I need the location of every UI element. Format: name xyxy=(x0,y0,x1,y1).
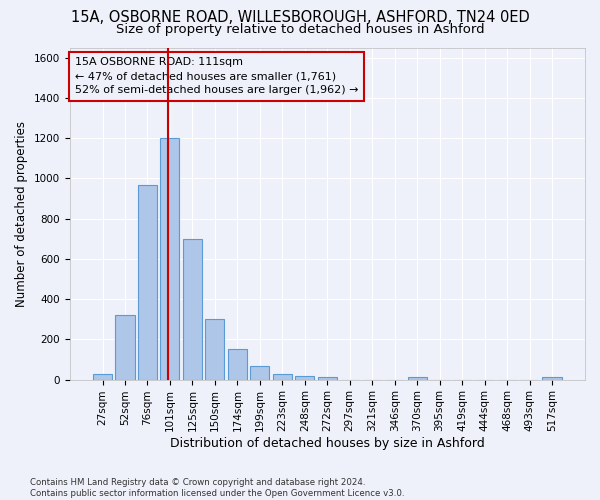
Bar xyxy=(138,186,157,380)
Bar xyxy=(183,238,202,380)
Bar xyxy=(115,315,134,380)
Bar xyxy=(295,376,314,380)
Bar xyxy=(205,319,224,380)
Bar xyxy=(160,138,179,380)
Text: Contains HM Land Registry data © Crown copyright and database right 2024.
Contai: Contains HM Land Registry data © Crown c… xyxy=(30,478,404,498)
Text: 15A, OSBORNE ROAD, WILLESBOROUGH, ASHFORD, TN24 0ED: 15A, OSBORNE ROAD, WILLESBOROUGH, ASHFOR… xyxy=(71,10,529,25)
Bar xyxy=(228,350,247,380)
Bar xyxy=(542,377,562,380)
X-axis label: Distribution of detached houses by size in Ashford: Distribution of detached houses by size … xyxy=(170,437,485,450)
Bar xyxy=(250,366,269,380)
Text: Size of property relative to detached houses in Ashford: Size of property relative to detached ho… xyxy=(116,22,484,36)
Bar xyxy=(273,374,292,380)
Bar xyxy=(318,376,337,380)
Bar xyxy=(407,377,427,380)
Bar xyxy=(93,374,112,380)
Y-axis label: Number of detached properties: Number of detached properties xyxy=(15,120,28,306)
Text: 15A OSBORNE ROAD: 111sqm
← 47% of detached houses are smaller (1,761)
52% of sem: 15A OSBORNE ROAD: 111sqm ← 47% of detach… xyxy=(74,58,358,96)
